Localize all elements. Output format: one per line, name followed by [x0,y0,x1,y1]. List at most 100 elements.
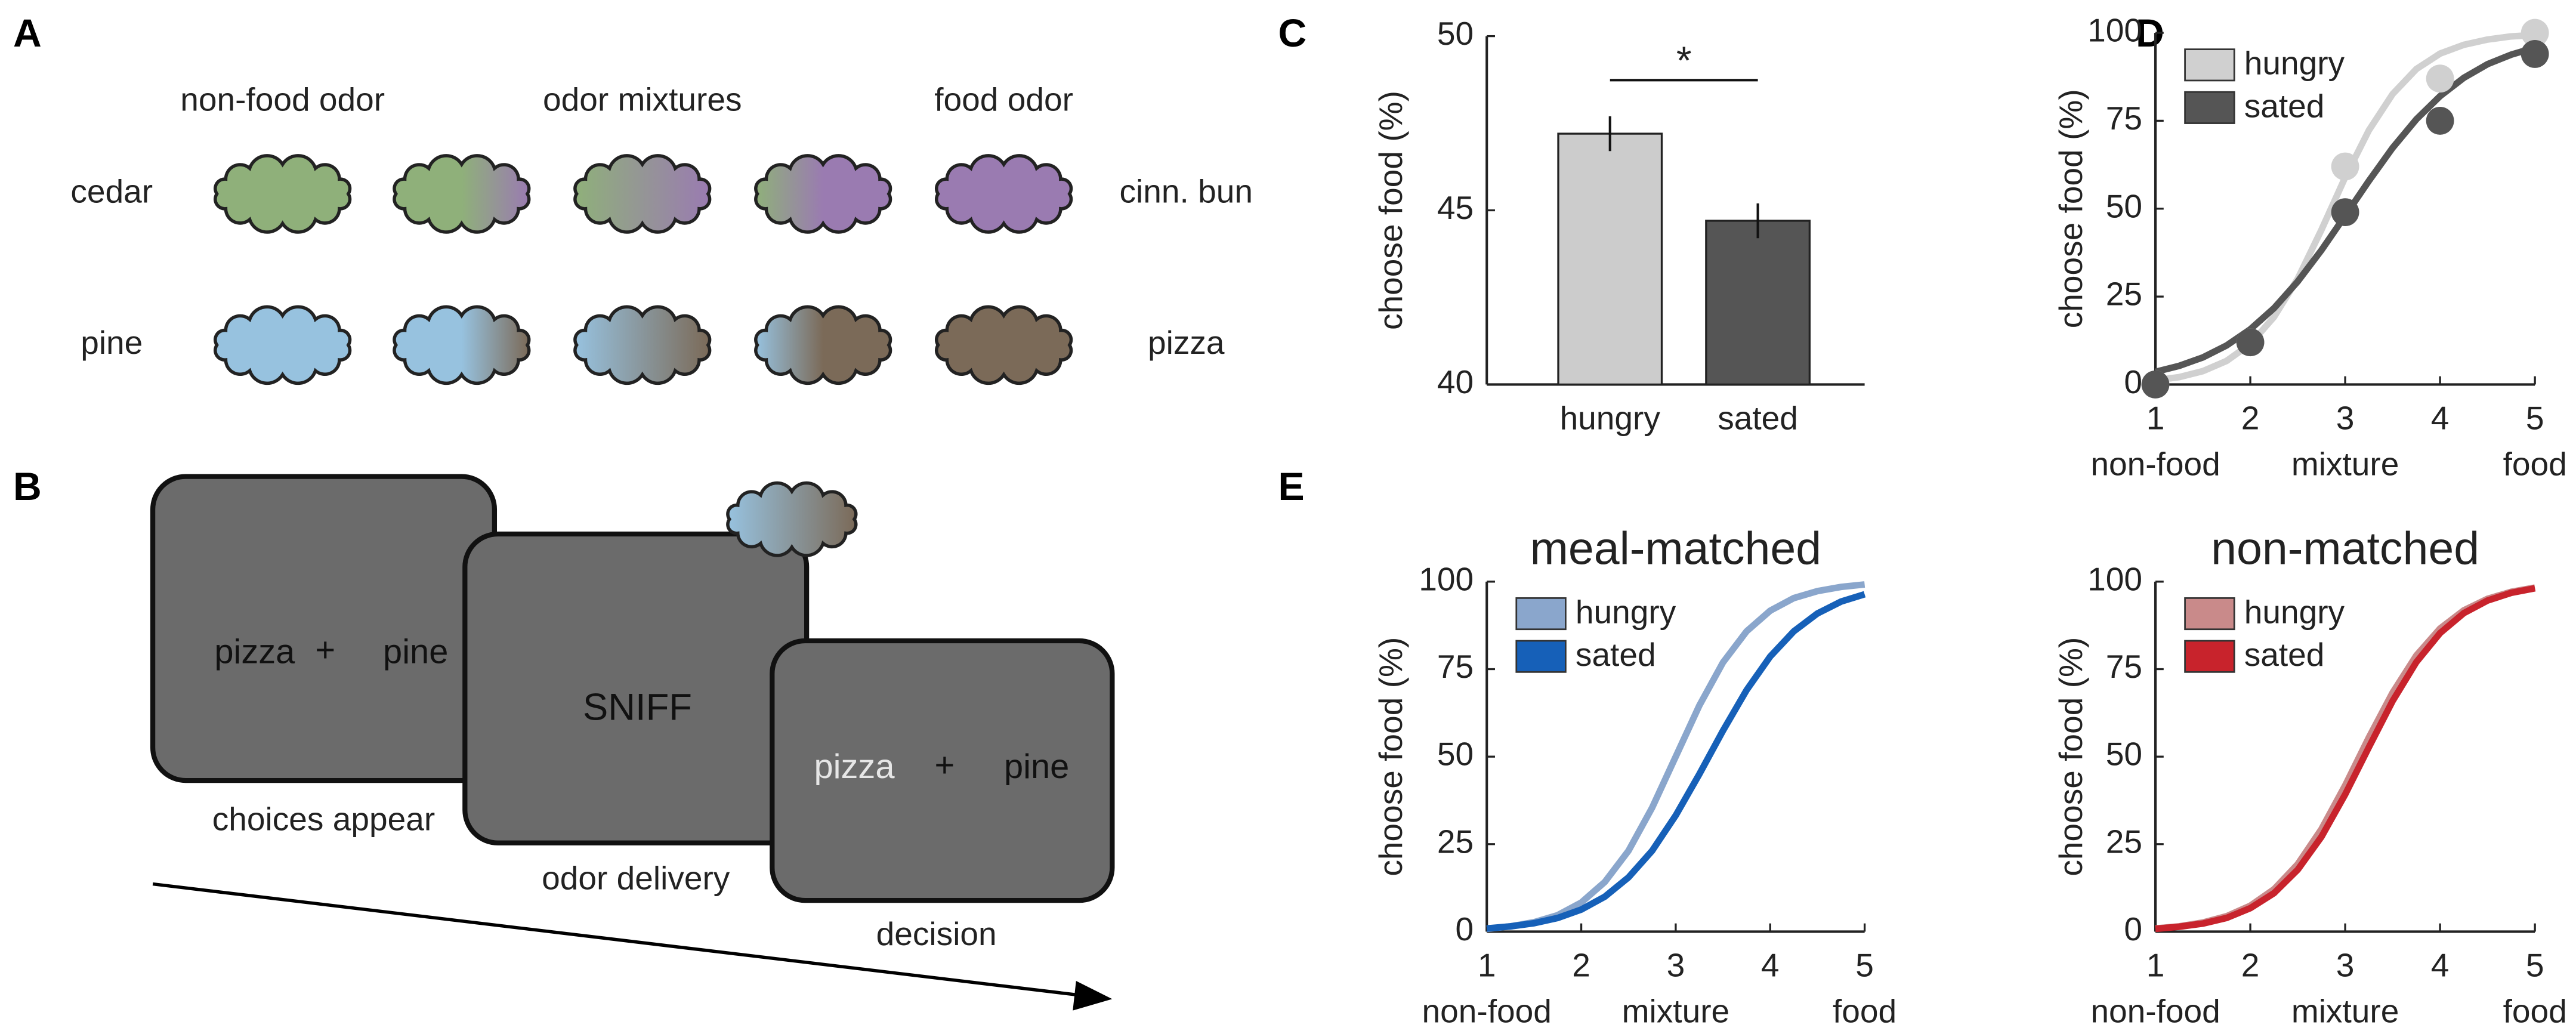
panel-label: B [13,465,42,509]
data-point [2426,107,2454,135]
x-tick-label: 5 [2526,400,2544,437]
data-point [2331,152,2359,181]
curve [1486,591,1866,932]
screen-text: pizza [214,632,295,671]
chart-title: meal-matched [1530,523,1821,575]
x-tick-label: 1 [2146,400,2165,437]
data-point [2141,370,2170,399]
odor-cloud [726,481,858,557]
legend-label: hungry [2244,593,2345,630]
y-tick-label: 0 [2124,910,2142,947]
odor-cloud [214,154,352,234]
y-tick-label: 50 [2106,736,2142,773]
screen [770,638,1115,903]
x-group-label: mixture [2291,993,2399,1030]
y-tick-label: 100 [2087,560,2142,597]
y-tick-label: 25 [2106,276,2142,313]
x-group-label: mixture [1622,993,1730,1030]
x-group-label: non-food [2090,446,2220,483]
odor-cloud [934,154,1073,234]
odor-name: cinn. bun [1120,173,1253,210]
x-tick-label: 2 [2241,947,2260,984]
y-tick-label: 50 [2106,187,2142,224]
y-tick-label: 40 [1437,363,1474,400]
y-tick-label: 45 [1437,189,1474,226]
x-tick-label: sated [1718,400,1798,437]
x-group-label: food [2503,993,2567,1030]
chart-title: non-matched [2211,523,2479,575]
x-tick-label: 5 [2526,947,2544,984]
x-group-label: mixture [2291,446,2399,483]
screen-caption: odor delivery [542,860,730,897]
curve [1486,581,1865,933]
y-tick-label: 75 [1437,648,1474,685]
screen-text: + [315,631,335,669]
legend-label: sated [2244,87,2325,124]
x-tick-label: 3 [2336,947,2355,984]
y-tick-label: 25 [1437,823,1474,860]
x-tick-label: 3 [2336,400,2355,437]
screen-text: + [935,746,955,784]
y-tick-label: 0 [2124,363,2142,400]
odor-name: cedar [70,173,153,210]
y-tick-label: 100 [2087,12,2142,49]
legend-label: hungry [1576,593,1676,630]
screen-text: pizza [814,748,895,786]
significance-label: * [1676,39,1692,83]
panel-label: E [1278,465,1304,509]
x-tick-label: 4 [2431,947,2450,984]
x-tick-label: 4 [2431,400,2450,437]
curve [2155,585,2536,933]
screen [150,474,498,783]
legend-swatch [2184,597,2235,631]
panel-label: C [1278,11,1306,55]
odor-cloud [214,305,352,385]
data-point [2521,40,2549,68]
x-tick-label: 1 [1478,947,1496,984]
y-tick-label: 75 [2106,648,2142,685]
odor-cloud [754,154,892,234]
legend-swatch [2184,91,2235,124]
y-tick-label: 0 [1456,910,1474,947]
odor-cloud [573,154,712,234]
x-tick-label: hungry [1560,400,1661,437]
odor-cloud [573,305,712,385]
x-group-label: food [1833,993,1897,1030]
y-tick-label: 25 [2106,823,2142,860]
legend-label: sated [1576,636,1656,673]
screen-caption: decision [876,915,997,952]
odor-header: odor mixtures [543,81,742,118]
bar [1557,132,1663,386]
odor-header: food odor [934,81,1073,118]
legend-label: hungry [2244,45,2345,82]
y-tick-label: 50 [1437,15,1474,52]
x-tick-label: 4 [1761,947,1780,984]
data-point [2331,198,2359,227]
x-group-label: food [2503,446,2567,483]
x-group-label: non-food [2090,993,2220,1030]
odor-cloud [393,154,531,234]
x-tick-label: 1 [2146,947,2165,984]
x-tick-label: 3 [1667,947,1685,984]
bar [1705,220,1811,386]
legend-swatch [2184,640,2235,673]
legend-swatch [2184,48,2235,82]
x-tick-label: 2 [2241,400,2260,437]
x-tick-label: 5 [1855,947,1874,984]
y-tick-label: 100 [1419,560,1474,597]
y-axis-label: choose food (%) [2052,637,2089,876]
y-tick-label: 50 [1437,736,1474,773]
odor-header: non-food odor [180,81,385,118]
odor-cloud [754,305,892,385]
legend-swatch [1515,597,1567,631]
data-point [2521,18,2549,47]
odor-cloud [393,305,531,385]
screen-text: pine [383,632,448,671]
legend-swatch [1515,640,1567,673]
odor-name: pine [81,324,143,361]
legend-label: sated [2244,636,2325,673]
x-group-label: non-food [1422,993,1552,1030]
data-point [2426,64,2454,93]
